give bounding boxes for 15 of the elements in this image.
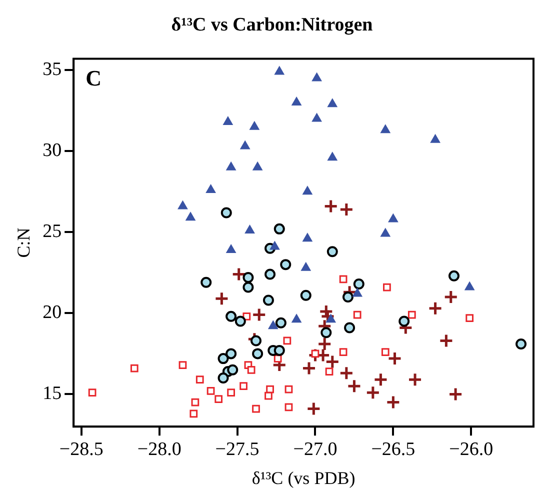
y-tick-label: 35 <box>42 59 62 80</box>
annotation: C <box>86 65 102 90</box>
chart-title: δ¹³C vs Carbon:Nitrogen <box>171 14 374 36</box>
y-axis-title: C:N <box>14 228 34 258</box>
y-tick-label: 25 <box>42 221 62 242</box>
y-tick-label: 15 <box>42 383 62 404</box>
x-tick-label: −27.5 <box>215 438 260 460</box>
x-axis-title: δ¹³C (vs PDB) <box>252 468 356 488</box>
x-tick-label: −26.5 <box>371 438 416 460</box>
x-tick-label: −27.0 <box>293 438 338 460</box>
x-tick-label: −28.0 <box>137 438 182 460</box>
x-tick-label: −26.0 <box>449 438 494 460</box>
y-tick-label: 30 <box>42 140 62 162</box>
x-tick-label: −28.5 <box>59 438 104 460</box>
y-tick-label: 20 <box>42 302 62 324</box>
